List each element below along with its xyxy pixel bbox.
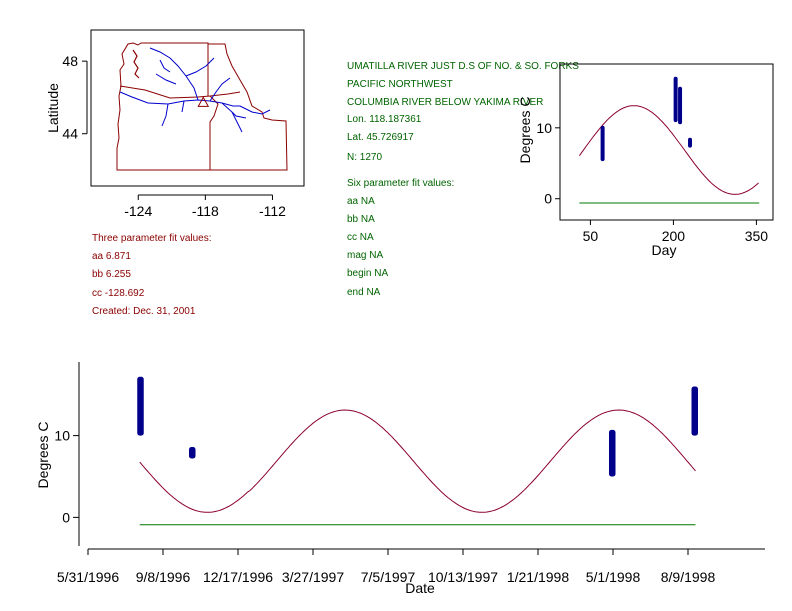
ts-xtick-label: 7/5/1997 bbox=[361, 569, 416, 585]
day-ytick-label: 10 bbox=[536, 120, 552, 136]
ts-fit-curve bbox=[139, 409, 696, 513]
map-ytick-label: 48 bbox=[62, 53, 78, 69]
day-chart-ylabel: Degrees C bbox=[517, 97, 533, 164]
day-xtick-label: 350 bbox=[745, 228, 769, 244]
map-xtick-label: -112 bbox=[259, 203, 286, 219]
six-param-header: Six parameter fit values: bbox=[347, 178, 454, 189]
ts-xtick-label: 3/27/1997 bbox=[282, 569, 344, 585]
site-marker bbox=[197, 96, 210, 107]
three-param-cc: cc -128.692 bbox=[92, 288, 145, 299]
timeseries-chart: 5/31/1996 9/8/1996 12/17/1996 3/27/1997 7/5/… bbox=[35, 362, 765, 596]
three-param-header: Three parameter fit values: bbox=[92, 233, 212, 244]
day-fit-curve bbox=[578, 105, 759, 195]
map-ytick-label: 44 bbox=[62, 126, 78, 142]
map-frame bbox=[90, 29, 305, 187]
station-info: UMATILLA RIVER JUST D.S OF NO. & SO. FOR… bbox=[347, 61, 579, 298]
station-basin: COLUMBIA RIVER BELOW YAKIMA RIVER bbox=[347, 97, 543, 108]
ts-ytick-label: 10 bbox=[54, 428, 70, 444]
three-param-aa: aa 6.871 bbox=[92, 251, 131, 262]
ts-xtick-label: 5/31/1996 bbox=[57, 569, 119, 585]
six-param-begin: begin NA bbox=[347, 268, 388, 279]
timeseries-plot bbox=[137, 376, 698, 526]
day-chart-axes: 50 200 350 0 10 bbox=[536, 120, 768, 244]
station-lat: Lat. 45.726917 bbox=[347, 132, 414, 143]
ts-ytick-label: 0 bbox=[62, 509, 70, 525]
ts-xtick-label: 5/1/1998 bbox=[586, 569, 641, 585]
three-param-created: Created: Dec. 31, 2001 bbox=[92, 306, 196, 317]
day-chart-xlabel: Day bbox=[652, 242, 677, 258]
day-chart-plot bbox=[578, 76, 760, 204]
map-panel: Latitude -124 -118 -112 44 48 bbox=[45, 29, 305, 219]
six-param-cc: cc NA bbox=[347, 232, 374, 243]
timeseries-ylabel: Degrees C bbox=[35, 422, 51, 489]
river-network bbox=[119, 47, 271, 133]
six-param-mag: mag NA bbox=[347, 250, 383, 261]
ts-obs-cluster bbox=[691, 386, 698, 436]
day-xtick-label: 200 bbox=[662, 228, 686, 244]
timeseries-axes: 5/31/1996 9/8/1996 12/17/1996 3/27/1997 7/5/… bbox=[54, 428, 715, 585]
station-region: PACIFIC NORTHWEST bbox=[347, 79, 453, 90]
day-obs-cluster bbox=[678, 86, 683, 125]
ts-xtick-label: 8/9/1998 bbox=[661, 569, 716, 585]
three-param-info: Three parameter fit values: aa 6.871 bb … bbox=[92, 233, 212, 317]
map-axes: -124 -118 -112 44 48 bbox=[62, 53, 286, 219]
six-param-end: end NA bbox=[347, 287, 381, 298]
map-xtick-label: -118 bbox=[192, 203, 219, 219]
ts-obs-cluster bbox=[137, 376, 144, 436]
day-ytick-label: 0 bbox=[544, 191, 552, 207]
station-name: UMATILLA RIVER JUST D.S OF NO. & SO. FOR… bbox=[347, 61, 579, 72]
day-xtick-label: 50 bbox=[583, 228, 599, 244]
day-chart: 50 200 350 0 10 Day Degrees C bbox=[517, 63, 774, 258]
three-param-bb: bb 6.255 bbox=[92, 269, 131, 280]
site-triangle-icon bbox=[197, 96, 210, 107]
six-param-bb: bb NA bbox=[347, 214, 375, 225]
timeseries-xlabel: Date bbox=[405, 580, 435, 596]
map-ylabel: Latitude bbox=[45, 83, 61, 133]
wa-or-border bbox=[119, 85, 241, 99]
day-obs-cluster bbox=[600, 125, 605, 162]
six-param-aa: aa NA bbox=[347, 196, 375, 207]
ts-xtick-label: 1/21/1998 bbox=[507, 569, 569, 585]
ts-xtick-label: 10/13/1997 bbox=[428, 569, 498, 585]
map-xtick-label: -124 bbox=[124, 203, 152, 219]
ts-obs-cluster bbox=[609, 429, 616, 477]
puget-sound bbox=[132, 49, 140, 79]
or-id-border bbox=[207, 43, 219, 170]
station-n: N: 1270 bbox=[347, 152, 382, 163]
day-obs-cluster bbox=[673, 76, 678, 123]
ts-obs-cluster bbox=[189, 447, 196, 459]
station-lon: Lon. 118.187361 bbox=[347, 114, 422, 125]
ts-xtick-label: 9/8/1996 bbox=[136, 569, 191, 585]
day-chart-frame bbox=[559, 63, 774, 221]
day-obs-cluster bbox=[688, 137, 693, 148]
ts-xtick-label: 12/17/1996 bbox=[203, 569, 273, 585]
